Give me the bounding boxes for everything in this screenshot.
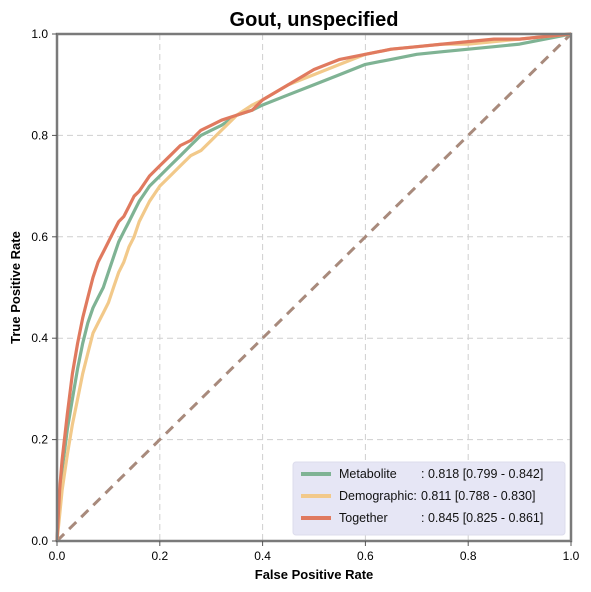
y-tick-label: 0.6 — [31, 230, 48, 244]
y-tick-label: 0.8 — [31, 128, 48, 142]
x-tick-label: 0.4 — [254, 549, 271, 563]
x-tick-label: 1.0 — [563, 549, 580, 563]
y-tick-label: 0.0 — [31, 534, 48, 548]
plot-frame — [55, 32, 573, 543]
series-layer — [55, 32, 572, 542]
x-tick-label: 0.2 — [151, 549, 168, 563]
x-axis-label: False Positive Rate — [255, 567, 374, 582]
legend-series-name: Metabolite — [339, 467, 397, 481]
y-tick-label: 1.0 — [31, 27, 48, 41]
y-tick-label: 0.2 — [31, 433, 48, 447]
legend: Metabolite : 0.818 [0.799 - 0.842] Demogra… — [292, 461, 566, 536]
x-tick-label: 0.8 — [460, 549, 477, 563]
axis-ticks: 0.0 0.2 0.4 0.6 0.8 1.0 0.0 0.2 0.4 0.6 0.8 1.0 — [31, 27, 579, 563]
x-tick-label: 0.6 — [357, 549, 374, 563]
y-axis-label: True Positive Rate — [8, 231, 23, 344]
grid-lines — [57, 34, 571, 541]
reference-diagonal-line — [55, 32, 573, 543]
chart-title: Gout, unspecified — [230, 9, 399, 31]
legend-auc-value: 0.811 [0.788 - 0.830] — [421, 489, 535, 503]
legend-series-name: Demographic: — [339, 489, 417, 503]
y-tick-label: 0.4 — [31, 331, 48, 345]
legend-auc-value: : 0.818 [0.799 - 0.842] — [421, 467, 543, 481]
series-line-together — [55, 32, 572, 542]
legend-series-name: Together — [339, 511, 388, 525]
legend-auc-value: : 0.845 [0.825 - 0.861] — [421, 511, 543, 525]
legend-background — [292, 461, 566, 536]
x-tick-label: 0.0 — [49, 549, 66, 563]
series-line-metabolite — [55, 32, 572, 542]
